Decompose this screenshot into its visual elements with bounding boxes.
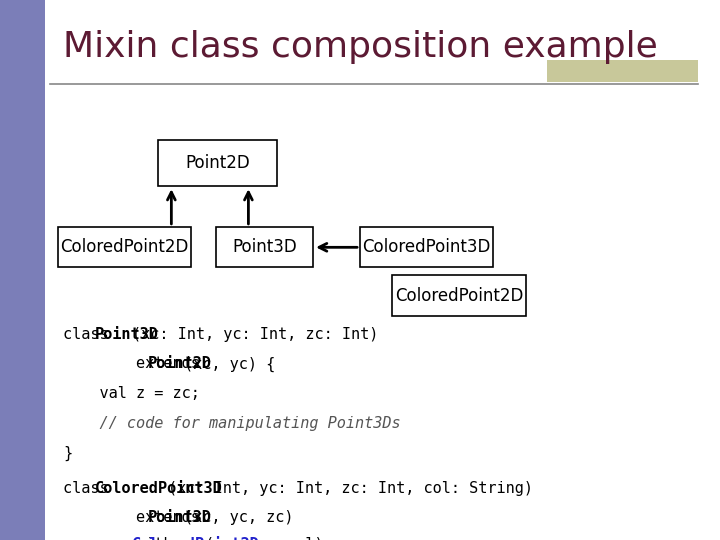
Text: Point2D: Point2D [148, 356, 212, 372]
Text: (xc: Int, yc: Int, zc: Int): (xc: Int, yc: Int, zc: Int) [132, 327, 378, 342]
Text: Point3D: Point3D [148, 510, 212, 525]
Text: extends: extends [63, 510, 210, 525]
Bar [360, 227, 493, 267]
Text: ColoredPoint3D: ColoredPoint3D [95, 481, 222, 496]
Text: ColoredPoint2D: ColoredPoint2D [60, 238, 189, 256]
Bar [392, 275, 526, 316]
Bar [216, 227, 313, 267]
Text: (xc, yc) {: (xc, yc) { [184, 356, 276, 372]
Text: // code for manipulating Point3Ds: // code for manipulating Point3Ds [63, 416, 401, 431]
Bar [0, 0, 45, 540]
Text: (xc, yc, col);: (xc, yc, col); [205, 537, 333, 540]
Text: Point3D: Point3D [233, 238, 297, 256]
Text: ColoredPoint2D: ColoredPoint2D [132, 537, 259, 540]
Text: (xc, yc, zc): (xc, yc, zc) [184, 510, 294, 525]
Text: extends: extends [63, 356, 210, 372]
Text: Point3D: Point3D [95, 327, 159, 342]
Bar [547, 60, 698, 82]
Text: ColoredPoint2D: ColoredPoint2D [395, 287, 523, 305]
Bar [158, 140, 277, 186]
Text: val z = zc;: val z = zc; [63, 386, 200, 401]
Text: class: class [63, 327, 118, 342]
Text: }: } [63, 446, 73, 461]
Text: (xc: Int, yc: Int, zc: Int, col: String): (xc: Int, yc: Int, zc: Int, col: String) [168, 481, 534, 496]
Text: with: with [63, 537, 182, 540]
Text: class: class [63, 481, 118, 496]
Bar [58, 227, 191, 267]
Text: Mixin class composition example: Mixin class composition example [63, 30, 658, 64]
Text: Point2D: Point2D [186, 154, 250, 172]
Text: ColoredPoint3D: ColoredPoint3D [362, 238, 491, 256]
